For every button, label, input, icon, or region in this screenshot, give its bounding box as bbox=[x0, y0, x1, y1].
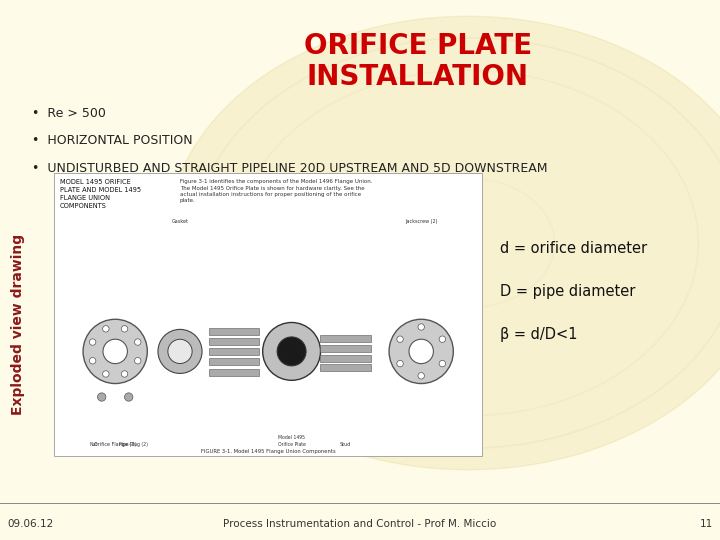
Ellipse shape bbox=[122, 371, 127, 377]
Ellipse shape bbox=[168, 339, 192, 363]
Ellipse shape bbox=[397, 336, 403, 342]
Bar bbox=[209, 348, 259, 355]
Text: 11: 11 bbox=[700, 519, 713, 529]
Text: Exploded view drawing: Exploded view drawing bbox=[11, 233, 25, 415]
Text: ORIFICE PLATE: ORIFICE PLATE bbox=[304, 32, 531, 60]
Bar bbox=[209, 338, 259, 345]
Ellipse shape bbox=[103, 371, 109, 377]
Ellipse shape bbox=[439, 360, 446, 367]
Ellipse shape bbox=[418, 324, 424, 330]
Ellipse shape bbox=[389, 319, 454, 383]
Bar bbox=[209, 328, 259, 335]
Text: D = pipe diameter: D = pipe diameter bbox=[500, 284, 636, 299]
Text: INSTALLATION: INSTALLATION bbox=[307, 63, 528, 91]
Text: •  UNDISTURBED AND STRAIGHT PIPELINE 20D UPSTREAM AND 5D DOWNSTREAM: • UNDISTURBED AND STRAIGHT PIPELINE 20D … bbox=[32, 162, 548, 175]
Text: Gasket: Gasket bbox=[171, 219, 189, 224]
Text: Process Instrumentation and Control - Prof M. Miccio: Process Instrumentation and Control - Pr… bbox=[223, 519, 497, 529]
Ellipse shape bbox=[158, 329, 202, 374]
Ellipse shape bbox=[83, 319, 148, 383]
Text: Figure 3-1 identifies the components of the Model 1496 Flange Union.
The Model 1: Figure 3-1 identifies the components of … bbox=[180, 179, 372, 204]
Bar bbox=[320, 335, 371, 342]
Text: •  Re > 500: • Re > 500 bbox=[32, 107, 107, 120]
Ellipse shape bbox=[89, 357, 96, 364]
Ellipse shape bbox=[397, 360, 403, 367]
Text: Model 1495
Orifice Plate: Model 1495 Orifice Plate bbox=[278, 435, 305, 447]
Bar bbox=[209, 369, 259, 376]
Text: β = d/D<1: β = d/D<1 bbox=[500, 327, 578, 342]
Ellipse shape bbox=[89, 339, 96, 345]
Ellipse shape bbox=[122, 326, 127, 332]
Ellipse shape bbox=[103, 339, 127, 363]
Ellipse shape bbox=[135, 339, 141, 345]
Text: Nut: Nut bbox=[89, 442, 98, 447]
Ellipse shape bbox=[125, 393, 133, 401]
Text: Stud: Stud bbox=[340, 442, 351, 447]
Ellipse shape bbox=[277, 337, 306, 366]
Text: FIGURE 3-1. Model 1495 Flange Union Components: FIGURE 3-1. Model 1495 Flange Union Comp… bbox=[201, 449, 336, 454]
Text: Orifice Flange (2): Orifice Flange (2) bbox=[94, 442, 136, 447]
Ellipse shape bbox=[135, 357, 141, 364]
Text: Jackscrew (2): Jackscrew (2) bbox=[405, 219, 438, 224]
Ellipse shape bbox=[439, 336, 446, 342]
Ellipse shape bbox=[103, 326, 109, 332]
Bar bbox=[209, 359, 259, 366]
Ellipse shape bbox=[409, 339, 433, 363]
Bar bbox=[320, 364, 371, 372]
Ellipse shape bbox=[418, 373, 424, 379]
Ellipse shape bbox=[263, 322, 320, 380]
Bar bbox=[320, 345, 371, 352]
Text: Pipe Plug (2): Pipe Plug (2) bbox=[119, 442, 148, 447]
Text: 09.06.12: 09.06.12 bbox=[7, 519, 53, 529]
Ellipse shape bbox=[97, 393, 106, 401]
Text: MODEL 1495 ORIFICE
PLATE AND MODEL 1495
FLANGE UNION
COMPONENTS: MODEL 1495 ORIFICE PLATE AND MODEL 1495 … bbox=[60, 179, 141, 210]
FancyBboxPatch shape bbox=[54, 173, 482, 456]
Text: d = orifice diameter: d = orifice diameter bbox=[500, 241, 647, 256]
Bar bbox=[320, 355, 371, 362]
Text: •  HORIZONTAL POSITION: • HORIZONTAL POSITION bbox=[32, 134, 193, 147]
Circle shape bbox=[166, 16, 720, 470]
